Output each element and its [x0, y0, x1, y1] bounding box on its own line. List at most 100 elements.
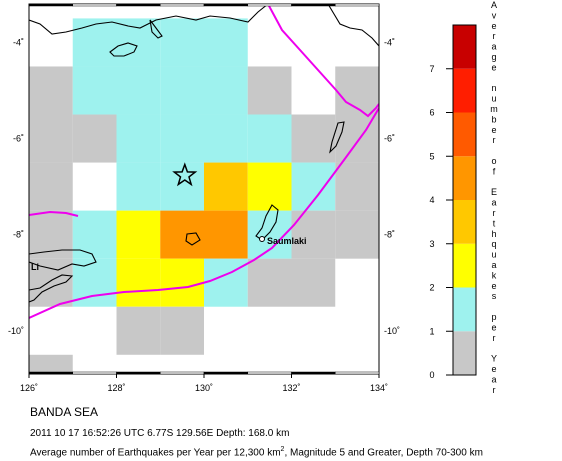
legend-tick-label: 1 [429, 326, 434, 336]
grid-cell [116, 114, 161, 163]
frame-segment [28, 3, 73, 7]
map-description: Average number of Earthquakes per Year p… [30, 446, 483, 458]
legend-title-char: n [491, 83, 496, 93]
frame-segment [291, 3, 336, 7]
grid-cell [72, 66, 117, 115]
frame-segment [247, 371, 292, 375]
legend-title-char: a [491, 198, 496, 208]
lat-tick-label-right: -4˚ [384, 37, 395, 47]
lon-tick-label: 134˚ [370, 383, 388, 393]
frame-segment [72, 371, 117, 375]
legend-title-char: r [493, 385, 496, 395]
grid-cell [335, 210, 379, 259]
lat-tick-label-right: -10˚ [384, 326, 400, 336]
saumlaki-marker: Saumlaki [259, 236, 307, 246]
legend-title-char: v [492, 10, 497, 20]
grid-cell [72, 18, 117, 67]
legend-title-char: a [491, 374, 496, 384]
grid-cell [247, 258, 292, 307]
legend-title-char: r [493, 208, 496, 218]
legend-swatch [453, 156, 476, 200]
grid-cell [291, 210, 336, 259]
legend-title-char: o [491, 156, 496, 166]
lon-tick-label: 132˚ [282, 383, 300, 393]
legend-title-char: r [493, 31, 496, 41]
legend-title-char: e [491, 364, 496, 374]
plate-boundary-east [267, 4, 379, 118]
description-text: Average number of Earthquakes per Year p… [30, 447, 281, 459]
legend-title-char: Y [491, 354, 497, 364]
grid-cell [204, 162, 248, 211]
event-info: 2011 10 17 16:52:26 UTC 6.77S 129.56E De… [30, 428, 290, 439]
legend-swatch [453, 331, 476, 375]
grid-cell [291, 162, 336, 211]
frame-segment [116, 371, 161, 375]
frame-segment [116, 3, 161, 7]
legend-title-char: m [490, 104, 498, 114]
legend-tick-label: 2 [429, 283, 434, 293]
li-label: Li [31, 262, 39, 272]
legend-swatch [453, 112, 476, 157]
lat-tick-label-left: -6˚ [13, 134, 24, 144]
saumlaki-label: Saumlaki [267, 236, 307, 246]
island-north-small [149, 19, 163, 39]
frame-segment [72, 3, 117, 7]
legend-swatch [453, 243, 476, 288]
legend-title-char: e [491, 322, 496, 332]
frame-segment [203, 371, 248, 375]
plate-boundaries [29, 4, 379, 319]
lat-tick-label-right: -8˚ [384, 230, 395, 240]
legend-title-char: u [491, 250, 496, 260]
grid-cell [204, 114, 248, 163]
grid-cell [335, 114, 379, 163]
coastline-timor [29, 274, 74, 303]
legend-tick-label: 7 [429, 64, 434, 74]
plate-boundary-trench [29, 107, 379, 319]
legend-tick-label: 0 [429, 370, 434, 380]
legend-title-char: a [491, 260, 496, 270]
grid-cell [204, 18, 248, 67]
grid-cell [247, 66, 292, 115]
lon-tick-label: 128˚ [107, 383, 125, 393]
legend-title-char: e [491, 125, 496, 135]
grid-cell [291, 114, 336, 163]
coastline-north [29, 4, 269, 35]
legend-tick-label: 5 [429, 151, 434, 161]
legend-title-char: q [491, 239, 496, 249]
coastline-northeast [327, 4, 379, 47]
grid-cell [29, 210, 73, 259]
legend-swatch [453, 200, 476, 244]
legend-title-char: r [493, 135, 496, 145]
grid-cell [29, 114, 73, 163]
coastlines [29, 4, 379, 303]
plate-boundary-southwest [29, 210, 79, 217]
island-north [109, 42, 138, 57]
frame-segment [247, 3, 292, 7]
lon-tick-label: 130˚ [195, 383, 213, 393]
coastline-southwest [29, 249, 97, 271]
grid-cell [160, 18, 204, 67]
lat-tick-label-left: -8˚ [13, 230, 24, 240]
legend-title-char: t [493, 218, 496, 228]
grid-cell [72, 210, 117, 259]
legend: 01234567AveragenumberofEarthquakesperYea… [429, 0, 497, 395]
grid-cell [335, 66, 379, 115]
grid-cell [72, 114, 117, 163]
grid-cell [116, 258, 161, 307]
legend-title-char: u [491, 94, 496, 104]
grid-cell [29, 354, 73, 374]
legend-tick-label: 4 [429, 195, 434, 205]
grid-cell [116, 162, 161, 211]
legend-title-char: E [491, 187, 497, 197]
lat-tick-label-right: -6˚ [384, 134, 395, 144]
frame-segment [335, 371, 380, 375]
legend-title-char: r [493, 333, 496, 343]
island-babar [185, 232, 201, 246]
frame-segment [160, 371, 205, 375]
legend-title-char: g [491, 52, 496, 62]
legend-title-char: A [491, 0, 497, 10]
island-kai [329, 121, 345, 154]
legend-title-char: p [491, 312, 496, 322]
grid-cell [116, 66, 161, 115]
